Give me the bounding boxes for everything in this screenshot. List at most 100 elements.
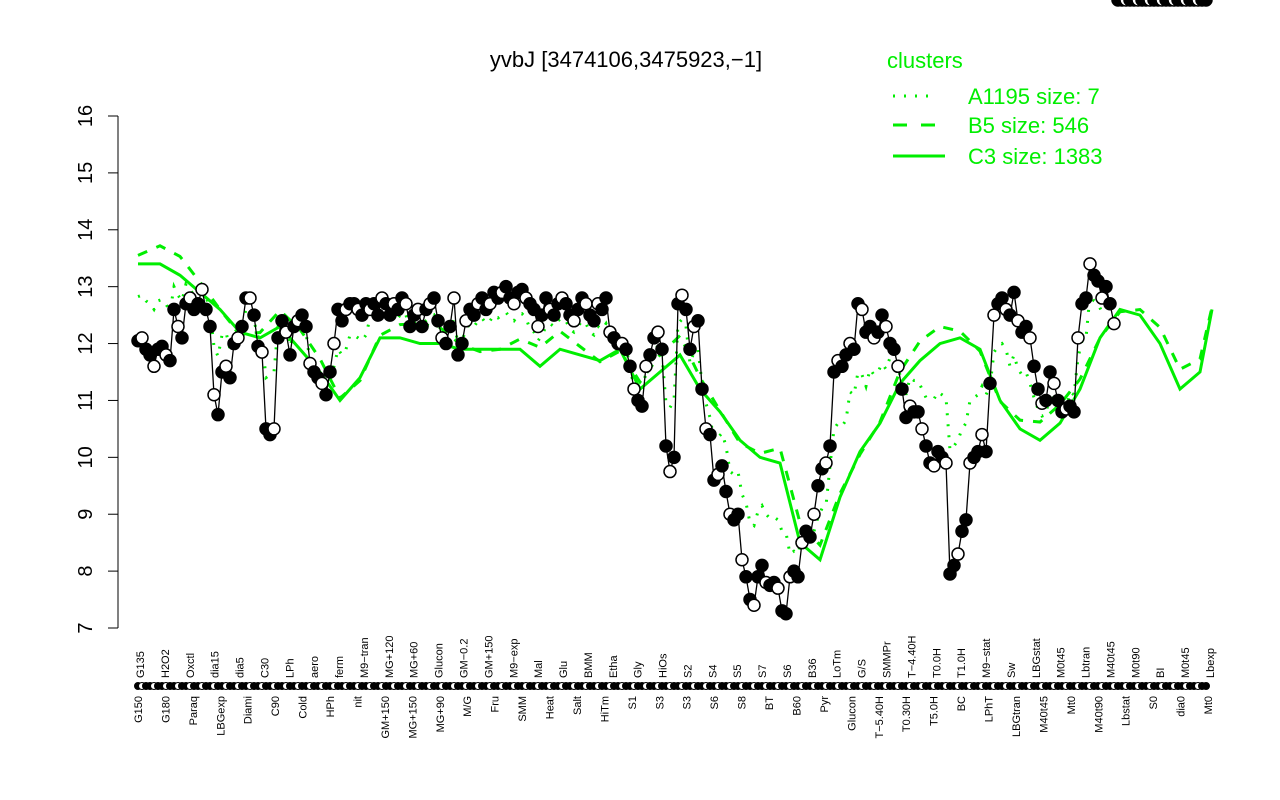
x-tick-label: Mal <box>533 660 545 678</box>
data-point <box>719 484 733 499</box>
x-tick-label: Lbstat <box>1121 696 1133 726</box>
x-tick-label: LBGstat <box>1031 638 1043 678</box>
data-point <box>499 279 513 294</box>
data-point <box>299 319 313 334</box>
x-tick-label: Diami <box>243 696 255 724</box>
data-point <box>443 319 457 334</box>
x-tick-label: B36 <box>807 658 819 678</box>
data-point <box>371 308 385 322</box>
x-tick-label: S5 <box>732 665 744 678</box>
x-tick-label: T−5.40H <box>874 696 886 739</box>
data-point <box>1079 291 1093 305</box>
data-point <box>403 319 417 334</box>
data-point <box>431 314 445 328</box>
x-axis-labels: G135 H2O2 Oxctl dia15 dia5 C30 LPh aero ferm M9−t… <box>133 635 1217 738</box>
data-point <box>323 365 337 379</box>
x-tick-label: S6 <box>782 665 794 678</box>
data-point <box>1007 285 1021 300</box>
x-tick-label: Heat <box>545 696 557 719</box>
data-point <box>415 319 429 334</box>
x-tick-label: LBGtran <box>1011 696 1023 737</box>
data-point <box>635 399 649 413</box>
data-point <box>911 405 925 419</box>
x-tick-label: Gly <box>633 661 645 678</box>
data-point <box>691 314 705 328</box>
x-tick-label: S7 <box>757 665 769 678</box>
data-point <box>639 359 653 374</box>
data-point <box>855 302 869 317</box>
data-point <box>507 296 521 311</box>
x-tick-label: BC <box>956 696 968 711</box>
data-point <box>599 291 613 305</box>
data-point <box>939 456 953 470</box>
x-tick-label: T5.0H <box>929 696 941 726</box>
data-point <box>619 342 633 356</box>
data-point <box>819 456 833 470</box>
x-tick-label: M40t45 <box>1105 641 1117 678</box>
data-point <box>231 331 245 345</box>
x-tick-label: H2O2 <box>160 649 172 678</box>
data-point <box>335 314 349 328</box>
x-tick-label: MG+60 <box>409 642 421 678</box>
data-point <box>207 388 221 402</box>
y-tick-label: 13 <box>75 276 97 298</box>
data-point <box>267 422 281 436</box>
data-point <box>163 353 177 368</box>
x-tick-label: S4 <box>707 665 719 678</box>
x-tick-label: Oxctl <box>185 653 197 678</box>
data-point <box>731 507 745 521</box>
data-point <box>539 291 553 305</box>
x-tick-label: Etha <box>608 654 620 678</box>
data-point <box>739 570 753 584</box>
data-point <box>627 382 641 396</box>
data-points <box>131 0 1213 621</box>
data-point <box>451 348 465 362</box>
x-tick-label: LPh <box>284 658 296 678</box>
x-tick-label: HiOs <box>658 653 670 678</box>
data-point <box>1103 296 1117 311</box>
x-tick-label: S1 <box>627 696 639 709</box>
x-tick-label: BMM <box>583 652 595 678</box>
x-tick-label: Lbtran <box>1081 647 1093 678</box>
legend: clusters A1195 size: 7 B5 size: 546 C3 s… <box>887 48 1103 169</box>
x-tick-label: Pyr <box>819 696 831 713</box>
data-point <box>243 291 257 305</box>
data-point <box>399 296 413 311</box>
y-tick-label: 7 <box>75 622 97 633</box>
x-tick-label: Mt0 <box>1203 696 1215 714</box>
data-point <box>951 547 965 561</box>
x-tick-label: SMM <box>517 696 529 722</box>
data-point <box>203 319 217 334</box>
x-tick-label: Cold <box>298 696 310 719</box>
data-point <box>447 291 461 305</box>
x-tick-label: S6 <box>709 696 721 709</box>
data-point <box>1043 365 1057 379</box>
x-tick-label: MG+90 <box>435 696 447 732</box>
data-point <box>975 427 989 442</box>
y-tick-label: 15 <box>75 162 97 184</box>
x-tick-label: T1.0H <box>956 648 968 678</box>
data-point <box>807 507 821 521</box>
x-tick-label: S3 <box>654 696 666 709</box>
x-tick-label: C90 <box>270 696 282 716</box>
data-point <box>427 291 441 305</box>
y-tick-label: 10 <box>75 446 97 468</box>
x-tick-label: BI <box>1155 668 1167 678</box>
x-tick-label: Lbexp <box>1205 648 1217 678</box>
data-point <box>703 427 717 442</box>
x-tick-label: S3 <box>682 696 694 709</box>
data-point <box>695 382 709 396</box>
data-point <box>275 314 289 328</box>
x-tick-label: GM+150 <box>380 696 392 739</box>
data-point <box>651 325 665 339</box>
data-point <box>1047 376 1061 391</box>
data-point <box>683 342 697 356</box>
data-point <box>175 331 189 345</box>
x-tick-label: M40t45 <box>1038 696 1050 733</box>
data-point <box>879 319 893 334</box>
data-point <box>223 370 237 385</box>
data-point <box>643 348 657 362</box>
legend-entry-c3: C3 size: 1383 <box>968 144 1103 169</box>
data-point <box>455 336 469 351</box>
data-point <box>1099 279 1113 294</box>
